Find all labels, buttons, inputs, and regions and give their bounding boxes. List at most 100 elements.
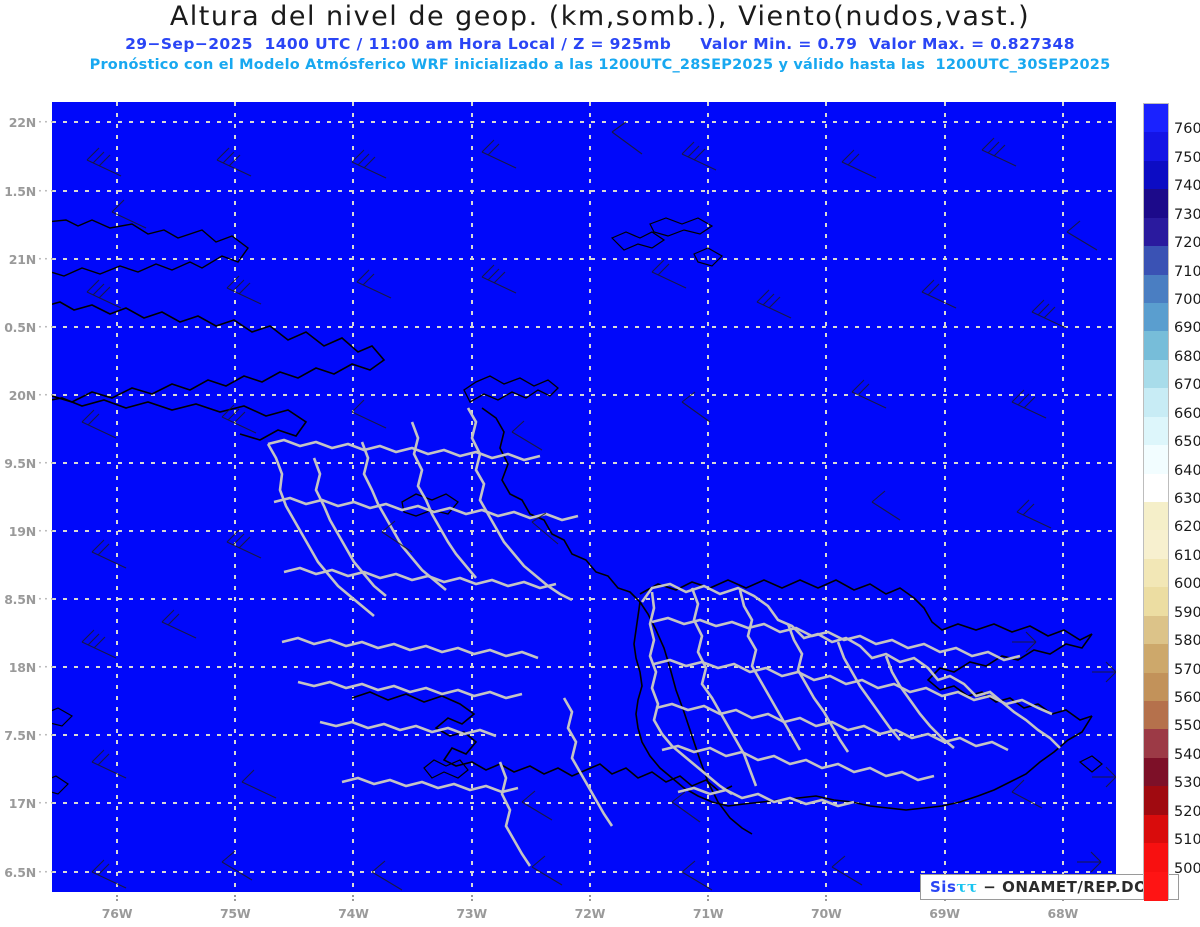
colorbar-segment <box>1144 615 1168 645</box>
colorbar-segment <box>1144 217 1168 247</box>
chart-title-block: Altura del nivel de geop. (km,somb.), Vi… <box>0 0 1200 75</box>
gridline-horizontal <box>52 461 1116 464</box>
colorbar-segment <box>1144 160 1168 190</box>
y-axis-tick-label: 20N <box>8 387 36 403</box>
x-axis-tick-label: 74W <box>338 906 369 921</box>
colorbar-tick-label: 590 <box>1174 604 1200 621</box>
colorbar-segment <box>1144 104 1168 134</box>
gridline-horizontal <box>52 189 1116 192</box>
gridline-vertical <box>707 102 710 892</box>
y-axis-tick-label: 7.5N <box>4 728 36 744</box>
chart-subtitle-datetime: 29−Sep−2025 1400 UTC / 11:00 am Hora Loc… <box>125 35 1075 53</box>
y-axis-tick-label: 17N <box>8 796 36 812</box>
y-axis-tick-mark: ··· <box>38 386 56 402</box>
y-axis-tick-mark: ··· <box>38 659 56 675</box>
colorbar-tick-label: 650 <box>1174 434 1200 451</box>
gridline-vertical <box>470 102 473 892</box>
gridline-horizontal <box>52 393 1116 396</box>
map-vector-layer <box>52 121 1116 891</box>
colorbar-tick-label: 600 <box>1174 576 1200 593</box>
colorbar-tick-label: 720 <box>1174 235 1200 252</box>
colorbar-tick-label: 530 <box>1174 775 1200 792</box>
x-axis-tick-label: 75W <box>219 906 251 921</box>
colorbar-segment <box>1144 274 1168 304</box>
y-axis-tick-mark: ··· <box>38 727 56 743</box>
y-axis-tick-mark: ··· <box>38 863 56 879</box>
colorbar-segment <box>1144 331 1168 361</box>
wind-barbs-group <box>81 121 1116 891</box>
gridline-horizontal <box>52 666 1116 669</box>
colorbar-tick-label: 680 <box>1174 348 1200 365</box>
colorbar-segment <box>1144 757 1168 787</box>
y-axis-tick-label: 9.5N <box>4 455 36 471</box>
colorbar-tick-label: 560 <box>1174 690 1200 706</box>
colorbar-tick-label: 640 <box>1174 462 1200 479</box>
colorbar-tick-label: 570 <box>1174 661 1200 678</box>
province-boundaries-group <box>266 407 1061 867</box>
x-axis-tick-label: 68W <box>1047 906 1079 921</box>
gridline-horizontal <box>52 598 1116 601</box>
colorbar-segment <box>1144 786 1168 816</box>
x-axis-tick-mark <box>116 895 119 902</box>
geopotential-shading-layer <box>52 102 1116 892</box>
colorbar-segment <box>1144 644 1168 674</box>
colorbar-tick-label: 710 <box>1174 263 1200 280</box>
colorbar-tick-label: 580 <box>1174 633 1200 650</box>
y-axis-tick-label: 19N <box>8 524 36 540</box>
gridline-vertical <box>588 102 591 892</box>
colorbar-tick-label: 750 <box>1174 149 1200 166</box>
y-axis-tick-mark: ··· <box>38 318 56 334</box>
colorbar-segment <box>1144 189 1168 219</box>
colorbar-segment <box>1144 530 1168 560</box>
gridline-vertical <box>943 102 946 892</box>
colorbar-tick-label: 520 <box>1174 803 1200 820</box>
x-axis-tick-mark <box>825 895 828 902</box>
map-plot-area <box>52 102 1116 892</box>
colorbar-tick-label: 500 <box>1174 860 1200 877</box>
x-axis-tick-label: 76W <box>101 906 133 921</box>
chart-subtitle-model: Pronóstico con el Modelo Atmósferico WRF… <box>89 57 1111 73</box>
colorbar-segment <box>1144 473 1168 503</box>
watermark-tau-logo: ττ <box>956 878 978 896</box>
y-axis-tick-label: 18N <box>8 660 36 676</box>
colorbar-tick-label: 620 <box>1174 519 1200 536</box>
colorbar-segment <box>1144 416 1168 446</box>
page-title: Altura del nivel de geop. (km,somb.), Vi… <box>169 1 1031 32</box>
colorbar-segment <box>1144 672 1168 702</box>
gridline-vertical <box>352 102 355 892</box>
colorbar-segment <box>1144 359 1168 389</box>
colorbar-segment <box>1144 303 1168 333</box>
watermark-agency-text: − ONAMET/REP.DOM. <box>983 878 1169 896</box>
x-axis-tick-label: 69W <box>929 906 960 921</box>
colorbar-tick-label: 510 <box>1174 832 1200 849</box>
y-axis-tick-label: 8.5N <box>4 592 36 608</box>
y-axis-tick-mark: ··· <box>38 523 56 539</box>
colorbar-tick-label: 730 <box>1174 206 1200 223</box>
x-axis-tick-mark <box>234 895 237 902</box>
y-axis-tick-mark: ··· <box>38 454 56 470</box>
gridline-horizontal <box>52 870 1116 873</box>
colorbar-segment <box>1144 843 1168 873</box>
colorbar-tick-label: 760 <box>1174 121 1200 138</box>
y-axis-tick-mark: ··· <box>38 182 56 198</box>
x-axis-tick-label: 71W <box>692 906 724 921</box>
colorbar-segment <box>1144 388 1168 418</box>
colorbar-segment <box>1144 445 1168 475</box>
colorbar-tick-label: 690 <box>1174 320 1200 337</box>
watermark-sis-text: Sis <box>930 878 957 896</box>
gridline-vertical <box>234 102 237 892</box>
x-axis-tick-label: 70W <box>811 906 842 921</box>
gridline-horizontal <box>52 121 1116 124</box>
x-axis-tick-mark <box>588 895 591 902</box>
colorbar-tick-label: 670 <box>1174 377 1200 394</box>
colorbar-tick-label: 610 <box>1174 547 1200 564</box>
colorbar-segment <box>1144 558 1168 588</box>
colorbar-tick-label: 740 <box>1174 178 1200 195</box>
colorbar-tick-label: 550 <box>1174 718 1200 735</box>
gridline-vertical <box>825 102 828 892</box>
y-axis-tick-mark: ··· <box>38 795 56 811</box>
colorbar-segment <box>1144 587 1168 617</box>
colorbar-segment <box>1144 871 1168 901</box>
x-axis-tick-mark <box>470 895 473 902</box>
colorbar-segment <box>1144 246 1168 276</box>
